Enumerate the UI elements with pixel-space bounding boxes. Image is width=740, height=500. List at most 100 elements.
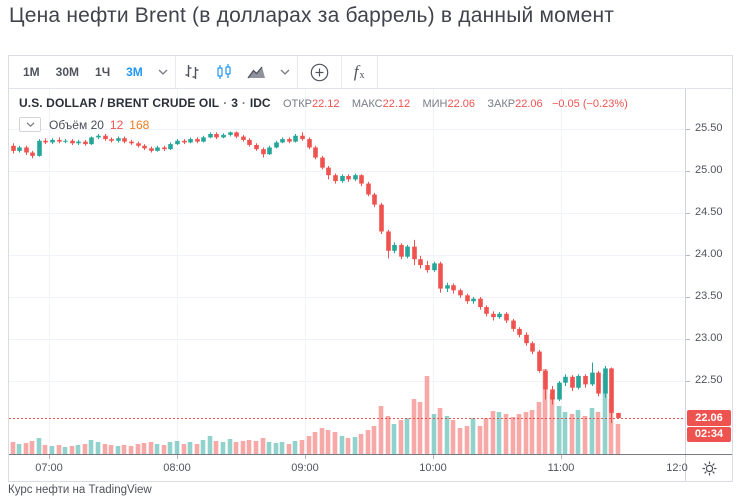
symbol-title: U.S. DOLLAR / BRENT CRUDE OIL [19, 96, 220, 110]
legend-expand-button[interactable] [19, 117, 41, 132]
candle-body [30, 152, 35, 156]
close-value: 22.06 [515, 98, 543, 110]
candle-body [116, 138, 121, 141]
candle-body [530, 343, 535, 352]
candle-body [37, 140, 42, 156]
candle-body [293, 135, 298, 142]
candle-body [254, 144, 259, 150]
interval-1m-button[interactable]: 1М [15, 56, 48, 88]
volume-bar [411, 399, 417, 454]
axis-settings-button[interactable] [685, 455, 732, 481]
volume-bar [332, 432, 338, 454]
volume-bar [352, 437, 358, 454]
candle-body [557, 382, 562, 400]
compare-button[interactable] [298, 56, 341, 88]
intervals-expand-button[interactable] [151, 56, 175, 88]
candle-body [340, 176, 345, 182]
candle-body [17, 147, 22, 151]
toolbar-divider [340, 56, 342, 88]
candle-body [359, 175, 364, 184]
candle-body [221, 134, 226, 138]
chart-style-area-button[interactable] [240, 56, 273, 88]
candle-body [57, 139, 62, 142]
price-axis[interactable]: 22.06 02:34 25.50 25.00 24.50 24.00 23.50 23.… [685, 89, 732, 454]
candle-body [89, 137, 94, 145]
candles-icon [217, 64, 231, 79]
candle-body [129, 141, 134, 144]
y-axis-tick [686, 171, 690, 172]
x-axis-label: 10:00 [419, 462, 447, 474]
price-plot[interactable] [9, 89, 685, 454]
volume-bar [161, 445, 167, 454]
volume-bar [49, 446, 55, 454]
candle-body [458, 290, 463, 296]
candle-body [241, 136, 246, 140]
separator-dot: · [241, 96, 246, 110]
candle-body [392, 244, 397, 251]
candle-body [247, 139, 252, 145]
volume-bar [431, 414, 437, 454]
volume-bar [398, 420, 404, 454]
interval-3m-button[interactable]: 3М [118, 56, 151, 88]
volume-bar [444, 416, 450, 454]
y-axis-tick [686, 339, 690, 340]
x-axis-label: 11:00 [547, 462, 575, 474]
time-axis[interactable]: 07:00 08:00 09:00 10:00 11:00 12:0 [9, 454, 732, 481]
candle-body [570, 376, 575, 388]
area-icon [247, 66, 265, 79]
volume-bar [141, 443, 147, 454]
volume-bar [516, 414, 522, 454]
candle-body [425, 265, 430, 271]
x-axis-tick [177, 455, 178, 459]
chart-style-candles-button[interactable] [208, 56, 240, 88]
y-axis-label: 25.50 [695, 122, 723, 134]
candle-body [418, 259, 423, 266]
candle-body [96, 135, 101, 138]
volume-bar [154, 444, 160, 454]
low-label: МИН [422, 98, 448, 110]
candle-body [405, 246, 410, 257]
candle-body [445, 285, 450, 289]
interval-30m-button[interactable]: 30М [48, 56, 87, 88]
candle-body [109, 139, 114, 141]
x-axis-tick [49, 455, 50, 459]
symbol-exchange: IDC [249, 96, 271, 110]
close-label: ЗАКР [487, 98, 516, 110]
y-axis-tick [686, 381, 690, 382]
candle-body [497, 313, 502, 318]
y-axis-label: 24.00 [695, 248, 723, 260]
volume-bar [417, 402, 423, 454]
candle-body [412, 246, 417, 260]
volume-bar [220, 442, 226, 454]
candle-body [379, 204, 384, 232]
fx-icon-subscript: x [359, 69, 365, 81]
volume-bar [503, 414, 509, 454]
volume-bar [615, 424, 621, 454]
volume-bar [115, 446, 121, 454]
volume-bar [299, 440, 305, 454]
volume-bar [207, 436, 213, 454]
chart-style-bars-button[interactable] [176, 56, 208, 88]
candle-body [175, 140, 180, 145]
volume-bar [562, 412, 568, 454]
chevron-down-icon [26, 122, 34, 127]
volume-bar [95, 442, 101, 454]
candle-body [543, 370, 548, 390]
candle-body [103, 135, 108, 140]
volume-bar [556, 406, 562, 454]
x-axis-label: 07:00 [35, 462, 63, 474]
candle-body [11, 145, 16, 151]
volume-bar [246, 440, 252, 454]
tradingview-widget: 1М 30М 1Ч 3М [8, 55, 733, 482]
volume-bar [42, 445, 48, 454]
volume-bar [292, 441, 298, 454]
volume-bar [358, 434, 364, 454]
volume-bar [181, 444, 187, 454]
volume-bar [62, 447, 68, 454]
candle-body [537, 351, 542, 371]
chart-style-expand-button[interactable] [273, 56, 297, 88]
interval-1h-button[interactable]: 1Ч [87, 56, 118, 88]
volume-bar [391, 424, 397, 454]
volume-bar [457, 428, 463, 454]
